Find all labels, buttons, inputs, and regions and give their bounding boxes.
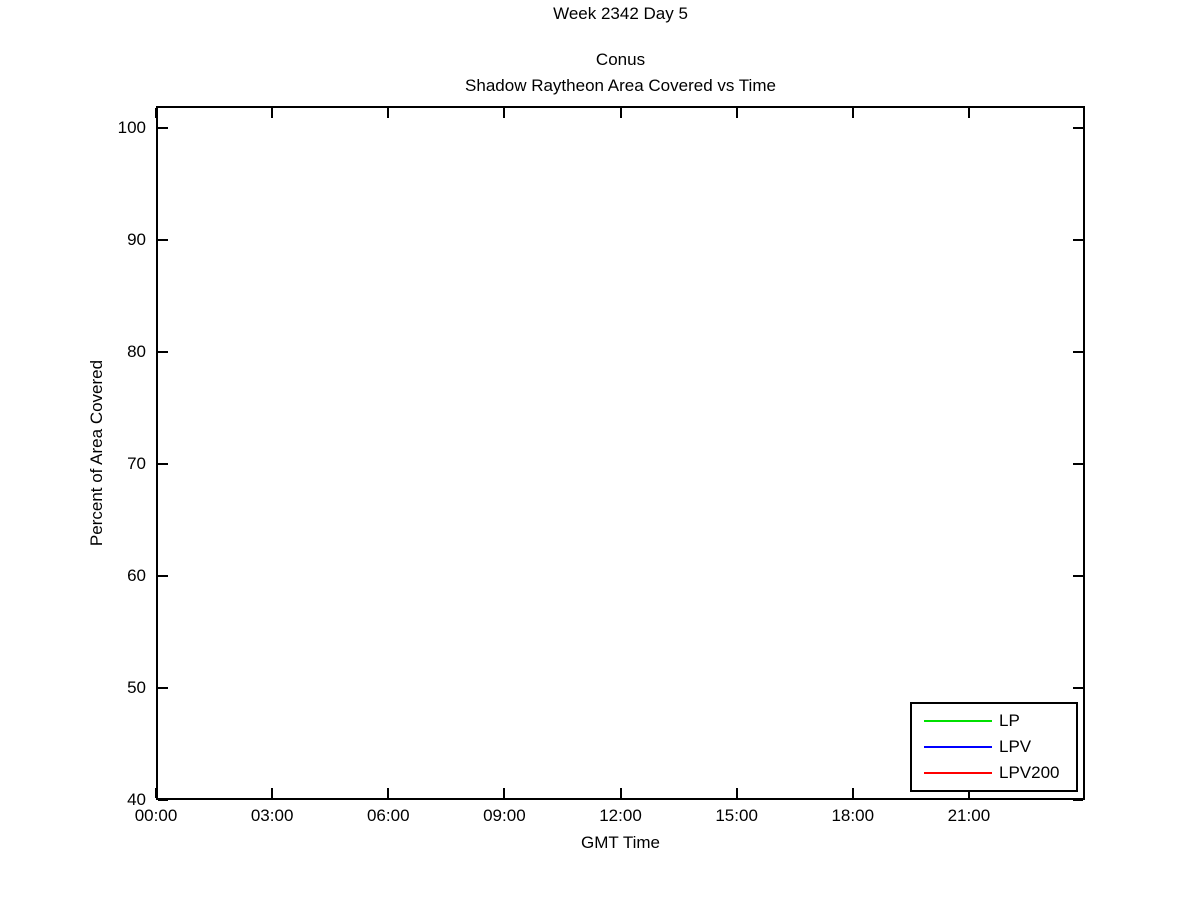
y-tick-mark-right bbox=[1073, 575, 1083, 578]
legend-label: LPV bbox=[999, 737, 1032, 756]
x-tick-label: 09:00 bbox=[483, 806, 526, 825]
x-tick-mark-top bbox=[271, 108, 274, 118]
y-tick-label: 90 bbox=[127, 230, 146, 250]
x-tick-mark bbox=[387, 788, 390, 798]
x-tick-mark-top bbox=[735, 108, 738, 118]
x-axis-label: GMT Time bbox=[580, 833, 661, 852]
x-tick-label: 21:00 bbox=[947, 806, 991, 825]
y-tick-label: 50 bbox=[127, 678, 146, 698]
x-tick-label: 00:00 bbox=[134, 806, 178, 825]
x-tick-label: 12:00 bbox=[599, 806, 642, 825]
x-tick-label: 15:00 bbox=[715, 806, 758, 825]
y-tick-mark bbox=[158, 351, 168, 354]
y-tick-label: 100 bbox=[117, 118, 146, 138]
legend-label: LP bbox=[999, 711, 1020, 730]
legend-line-sample bbox=[924, 772, 992, 774]
y-tick-mark bbox=[158, 463, 168, 466]
legend-line-sample bbox=[924, 746, 992, 748]
figure-suptitle: Week 2342 Day 5 bbox=[553, 4, 688, 23]
x-tick-mark bbox=[619, 788, 622, 798]
legend-line-sample bbox=[924, 720, 992, 722]
y-tick-mark bbox=[158, 575, 168, 578]
y-axis-label: Percent of Area Covered bbox=[87, 359, 106, 547]
x-tick-mark bbox=[851, 788, 854, 798]
x-tick-mark-top bbox=[619, 108, 622, 118]
x-tick-label: 03:00 bbox=[250, 806, 294, 825]
y-tick-label: 60 bbox=[127, 566, 146, 586]
x-tick-mark-top bbox=[503, 108, 506, 118]
chart-title: Conus Shadow Raytheon Area Covered vs Ti… bbox=[156, 47, 1085, 99]
x-tick-mark-top bbox=[387, 108, 390, 118]
x-tick-mark-top bbox=[155, 108, 157, 118]
y-tick-mark-right bbox=[1073, 463, 1083, 466]
x-tick-mark bbox=[155, 788, 157, 798]
y-tick-mark-right bbox=[1073, 239, 1083, 242]
x-tick-mark bbox=[271, 788, 274, 798]
chart-title-line1: Conus bbox=[595, 50, 646, 69]
legend-item-lpv200: LPV200 bbox=[912, 761, 1076, 785]
y-tick-mark bbox=[158, 687, 168, 690]
x-tick-label: 18:00 bbox=[831, 806, 875, 825]
plot-area bbox=[155, 106, 1085, 801]
x-tick-mark bbox=[503, 788, 506, 798]
y-tick-label: 70 bbox=[127, 454, 146, 474]
y-tick-mark-right bbox=[1073, 799, 1083, 801]
y-tick-label: 40 bbox=[127, 790, 146, 809]
y-tick-mark-right bbox=[1073, 351, 1083, 354]
x-tick-mark bbox=[967, 788, 970, 798]
x-tick-label: 06:00 bbox=[366, 806, 410, 825]
legend-item-lpv: LPV bbox=[912, 735, 1076, 759]
y-tick-mark bbox=[158, 799, 168, 801]
legend-label: LPV200 bbox=[999, 763, 1060, 782]
legend-box: LP LPV LPV200 bbox=[910, 702, 1078, 792]
y-tick-mark-right bbox=[1073, 687, 1083, 690]
x-tick-mark-top bbox=[967, 108, 970, 118]
y-tick-mark bbox=[158, 127, 168, 130]
legend-item-lp: LP bbox=[912, 709, 1076, 733]
x-tick-mark-top bbox=[851, 108, 854, 118]
y-tick-mark-right bbox=[1073, 127, 1083, 130]
y-tick-label: 80 bbox=[127, 342, 146, 362]
x-tick-mark bbox=[735, 788, 738, 798]
chart-title-line2: Shadow Raytheon Area Covered vs Time bbox=[465, 76, 776, 95]
y-tick-mark bbox=[158, 239, 168, 242]
